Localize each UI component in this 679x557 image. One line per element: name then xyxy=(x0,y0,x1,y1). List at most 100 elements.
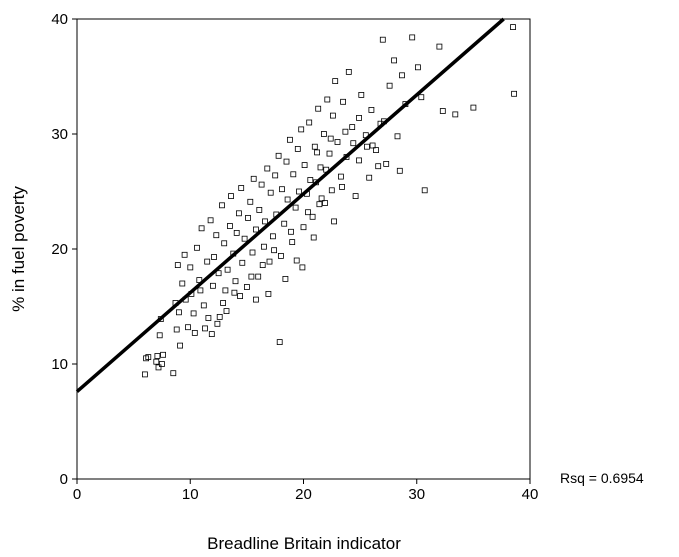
data-point xyxy=(366,174,373,181)
data-point xyxy=(294,145,301,152)
data-point xyxy=(305,209,311,216)
data-point xyxy=(436,43,443,50)
data-point xyxy=(233,229,240,236)
data-point xyxy=(175,309,182,316)
data-point xyxy=(266,258,273,265)
data-point xyxy=(250,175,257,182)
x-tick-label: 30 xyxy=(408,486,425,503)
y-tick-label: 30 xyxy=(51,126,68,143)
data-point xyxy=(275,152,282,159)
data-point xyxy=(247,198,254,205)
data-point xyxy=(219,202,225,209)
data-point xyxy=(322,200,328,206)
data-point xyxy=(326,150,333,157)
data-point xyxy=(269,233,276,240)
data-point xyxy=(216,313,223,320)
data-point xyxy=(316,201,323,208)
data-point xyxy=(197,287,204,294)
y-tick-label: 10 xyxy=(51,356,68,373)
data-point xyxy=(214,320,221,327)
data-point xyxy=(222,287,229,294)
data-point xyxy=(332,78,339,84)
data-point xyxy=(470,104,477,111)
data-point xyxy=(155,364,162,371)
data-point xyxy=(311,143,318,150)
data-point xyxy=(252,226,259,233)
data-point xyxy=(289,239,296,246)
data-point xyxy=(283,158,290,165)
data-point xyxy=(301,162,308,169)
data-point xyxy=(363,143,370,150)
data-point xyxy=(224,266,231,273)
data-point xyxy=(334,139,341,145)
data-point xyxy=(309,213,316,220)
data-point xyxy=(194,244,200,251)
data-point xyxy=(324,96,331,103)
data-point xyxy=(271,247,278,254)
data-point xyxy=(350,140,357,147)
data-point xyxy=(191,329,198,336)
data-point xyxy=(307,177,314,183)
data-point xyxy=(255,273,262,280)
data-point xyxy=(399,72,405,79)
data-point xyxy=(369,142,376,149)
data-point xyxy=(267,189,274,196)
x-tick-label: 0 xyxy=(73,486,81,503)
y-tick-label: 20 xyxy=(51,241,68,258)
data-point xyxy=(315,105,322,112)
data-point xyxy=(375,163,382,170)
data-point xyxy=(215,270,222,277)
data-point xyxy=(249,249,256,256)
data-point xyxy=(209,282,216,289)
data-point xyxy=(421,187,428,194)
data-point xyxy=(265,290,272,297)
points-layer xyxy=(141,24,518,378)
data-point xyxy=(160,351,167,358)
data-point xyxy=(158,361,165,367)
data-point xyxy=(264,165,271,172)
data-point xyxy=(414,64,421,71)
y-tick-label: 0 xyxy=(60,471,68,488)
data-point xyxy=(141,371,148,378)
data-point xyxy=(245,214,251,221)
data-point xyxy=(145,354,152,361)
data-point xyxy=(298,126,305,133)
plot-frame xyxy=(76,18,531,480)
data-point xyxy=(256,206,263,213)
data-point xyxy=(342,128,349,135)
fit-line xyxy=(75,17,505,393)
data-point xyxy=(281,220,288,227)
data-point xyxy=(452,111,459,118)
data-point xyxy=(317,164,324,171)
data-point xyxy=(299,264,306,271)
data-point xyxy=(174,262,181,269)
data-point xyxy=(237,293,244,300)
data-point xyxy=(226,223,233,229)
data-point xyxy=(337,173,344,180)
data-point xyxy=(173,326,180,333)
data-point xyxy=(258,181,265,188)
data-point xyxy=(345,69,352,75)
data-point xyxy=(293,257,300,264)
data-point xyxy=(239,259,246,266)
data-point xyxy=(205,315,212,321)
x-tick-label: 40 xyxy=(522,486,539,503)
data-point xyxy=(379,36,386,43)
data-point xyxy=(208,331,215,338)
data-point xyxy=(300,224,307,231)
data-point xyxy=(272,172,279,179)
data-point xyxy=(394,133,401,140)
data-point xyxy=(277,252,284,259)
data-point xyxy=(220,300,227,306)
data-point xyxy=(190,310,197,317)
data-point xyxy=(276,339,283,346)
data-point xyxy=(232,278,239,285)
data-point xyxy=(318,195,325,202)
data-point xyxy=(207,217,214,224)
data-point xyxy=(511,90,518,97)
data-point xyxy=(213,232,220,239)
data-point xyxy=(248,273,255,280)
data-point xyxy=(156,332,163,339)
data-point xyxy=(439,108,446,114)
